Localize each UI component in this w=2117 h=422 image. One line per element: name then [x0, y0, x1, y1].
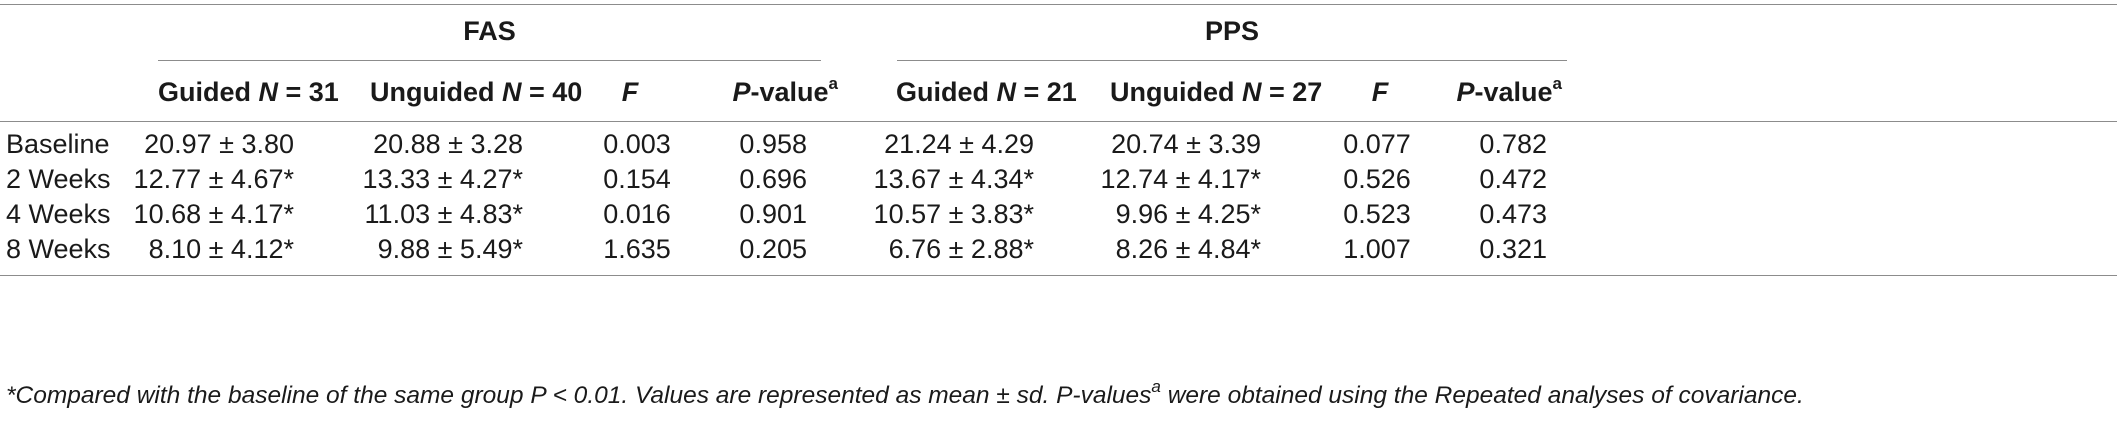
table-cell: 1.007: [1343, 234, 1411, 264]
table-cell: 0.154: [603, 164, 671, 194]
column-header-variable: P: [1456, 77, 1475, 107]
table-cell: 12.77 ± 4.67*: [133, 164, 294, 194]
column-header-6: Unguided N = 27: [1110, 76, 1322, 108]
column-header-8: P-valuea: [1440, 74, 1562, 108]
column-header-superscript: a: [828, 74, 838, 93]
table-cell: 10.57 ± 3.83*: [873, 199, 1034, 229]
table-cell: 20.88 ± 3.28: [373, 129, 523, 159]
table-cell: 0.696: [739, 164, 807, 194]
column-header-5: Guided N = 21: [896, 76, 1077, 108]
column-header-superscript: a: [1552, 74, 1562, 93]
table-cell: 13.67 ± 4.34*: [873, 164, 1034, 194]
table-top-rule: [0, 4, 2117, 5]
table-cell: 0.958: [739, 129, 807, 159]
footnote-superscript: a: [1151, 376, 1161, 396]
column-header-suffix: = 21: [1016, 77, 1077, 107]
table-bottom-rule: [0, 275, 2117, 276]
column-header-3: F: [560, 76, 700, 108]
column-header-variable: N: [996, 77, 1017, 107]
pps-group-underline: [897, 60, 1567, 61]
table-cell: 0.782: [1479, 129, 1547, 159]
table-cell: 0.473: [1479, 199, 1547, 229]
table-cell: 0.205: [739, 234, 807, 264]
group-header-pps: PPS: [1204, 16, 1260, 46]
table-cell: 11.03 ± 4.83*: [364, 199, 523, 229]
column-header-variable: N: [1241, 77, 1262, 107]
table-cell: 8.10 ± 4.12*: [148, 234, 294, 264]
column-header-suffix: = 40: [521, 77, 583, 107]
table-cell: 0.003: [603, 129, 671, 159]
column-header-variable: P: [732, 77, 751, 107]
table-cell: 0.526: [1343, 164, 1411, 194]
column-header-2: Unguided N = 40: [370, 76, 582, 108]
table-cell: 13.33 ± 4.27*: [362, 164, 523, 194]
table-footnote: *Compared with the baseline of the same …: [6, 378, 1804, 411]
table-cell: 21.24 ± 4.29: [884, 129, 1034, 159]
table-cell: 0.321: [1479, 234, 1547, 264]
column-header-prefix: Guided: [896, 77, 997, 107]
column-header-4: P-valuea: [700, 74, 838, 108]
column-header-variable: F: [621, 77, 639, 107]
row-label: 8 Weeks: [6, 234, 111, 264]
column-header-7: F: [1310, 76, 1450, 108]
table-cell: 12.74 ± 4.17*: [1100, 164, 1261, 194]
table-cell: 10.68 ± 4.17*: [133, 199, 294, 229]
column-header-suffix: = 27: [1261, 77, 1323, 107]
row-label: 2 Weeks: [6, 164, 111, 194]
footnote-text-end: were obtained using the Repeated analyse…: [1160, 382, 1804, 409]
table-cell: 9.88 ± 5.49*: [377, 234, 523, 264]
header-bottom-rule: [0, 121, 2117, 122]
table-cell: 20.74 ± 3.39: [1111, 129, 1261, 159]
column-header-variable: F: [1371, 77, 1389, 107]
column-header-suffix: -value: [1474, 77, 1553, 107]
row-label: 4 Weeks: [6, 199, 111, 229]
column-header-suffix: -value: [750, 77, 829, 107]
column-header-prefix: Unguided: [1110, 77, 1242, 107]
column-header-1: Guided N = 31: [158, 76, 339, 108]
fas-group-underline: [158, 60, 821, 61]
column-header-prefix: Unguided: [370, 77, 502, 107]
table-cell: 0.901: [739, 199, 807, 229]
group-header-fas: FAS: [463, 16, 516, 46]
table-cell: 9.96 ± 4.25*: [1115, 199, 1261, 229]
table-cell: 0.523: [1343, 199, 1411, 229]
row-label: Baseline: [6, 129, 110, 159]
column-header-variable: N: [258, 77, 279, 107]
table-cell: 8.26 ± 4.84*: [1115, 234, 1261, 264]
table-cell: 20.97 ± 3.80: [144, 129, 294, 159]
column-header-suffix: = 31: [278, 77, 339, 107]
table-cell: 1.635: [603, 234, 671, 264]
table-cell: 0.016: [603, 199, 671, 229]
table-cell: 0.472: [1479, 164, 1547, 194]
footnote-text: *Compared with the baseline of the same …: [6, 382, 1152, 409]
table-cell: 6.76 ± 2.88*: [888, 234, 1034, 264]
column-header-prefix: Guided: [158, 77, 259, 107]
table-cell: 0.077: [1343, 129, 1411, 159]
column-header-variable: N: [501, 77, 522, 107]
